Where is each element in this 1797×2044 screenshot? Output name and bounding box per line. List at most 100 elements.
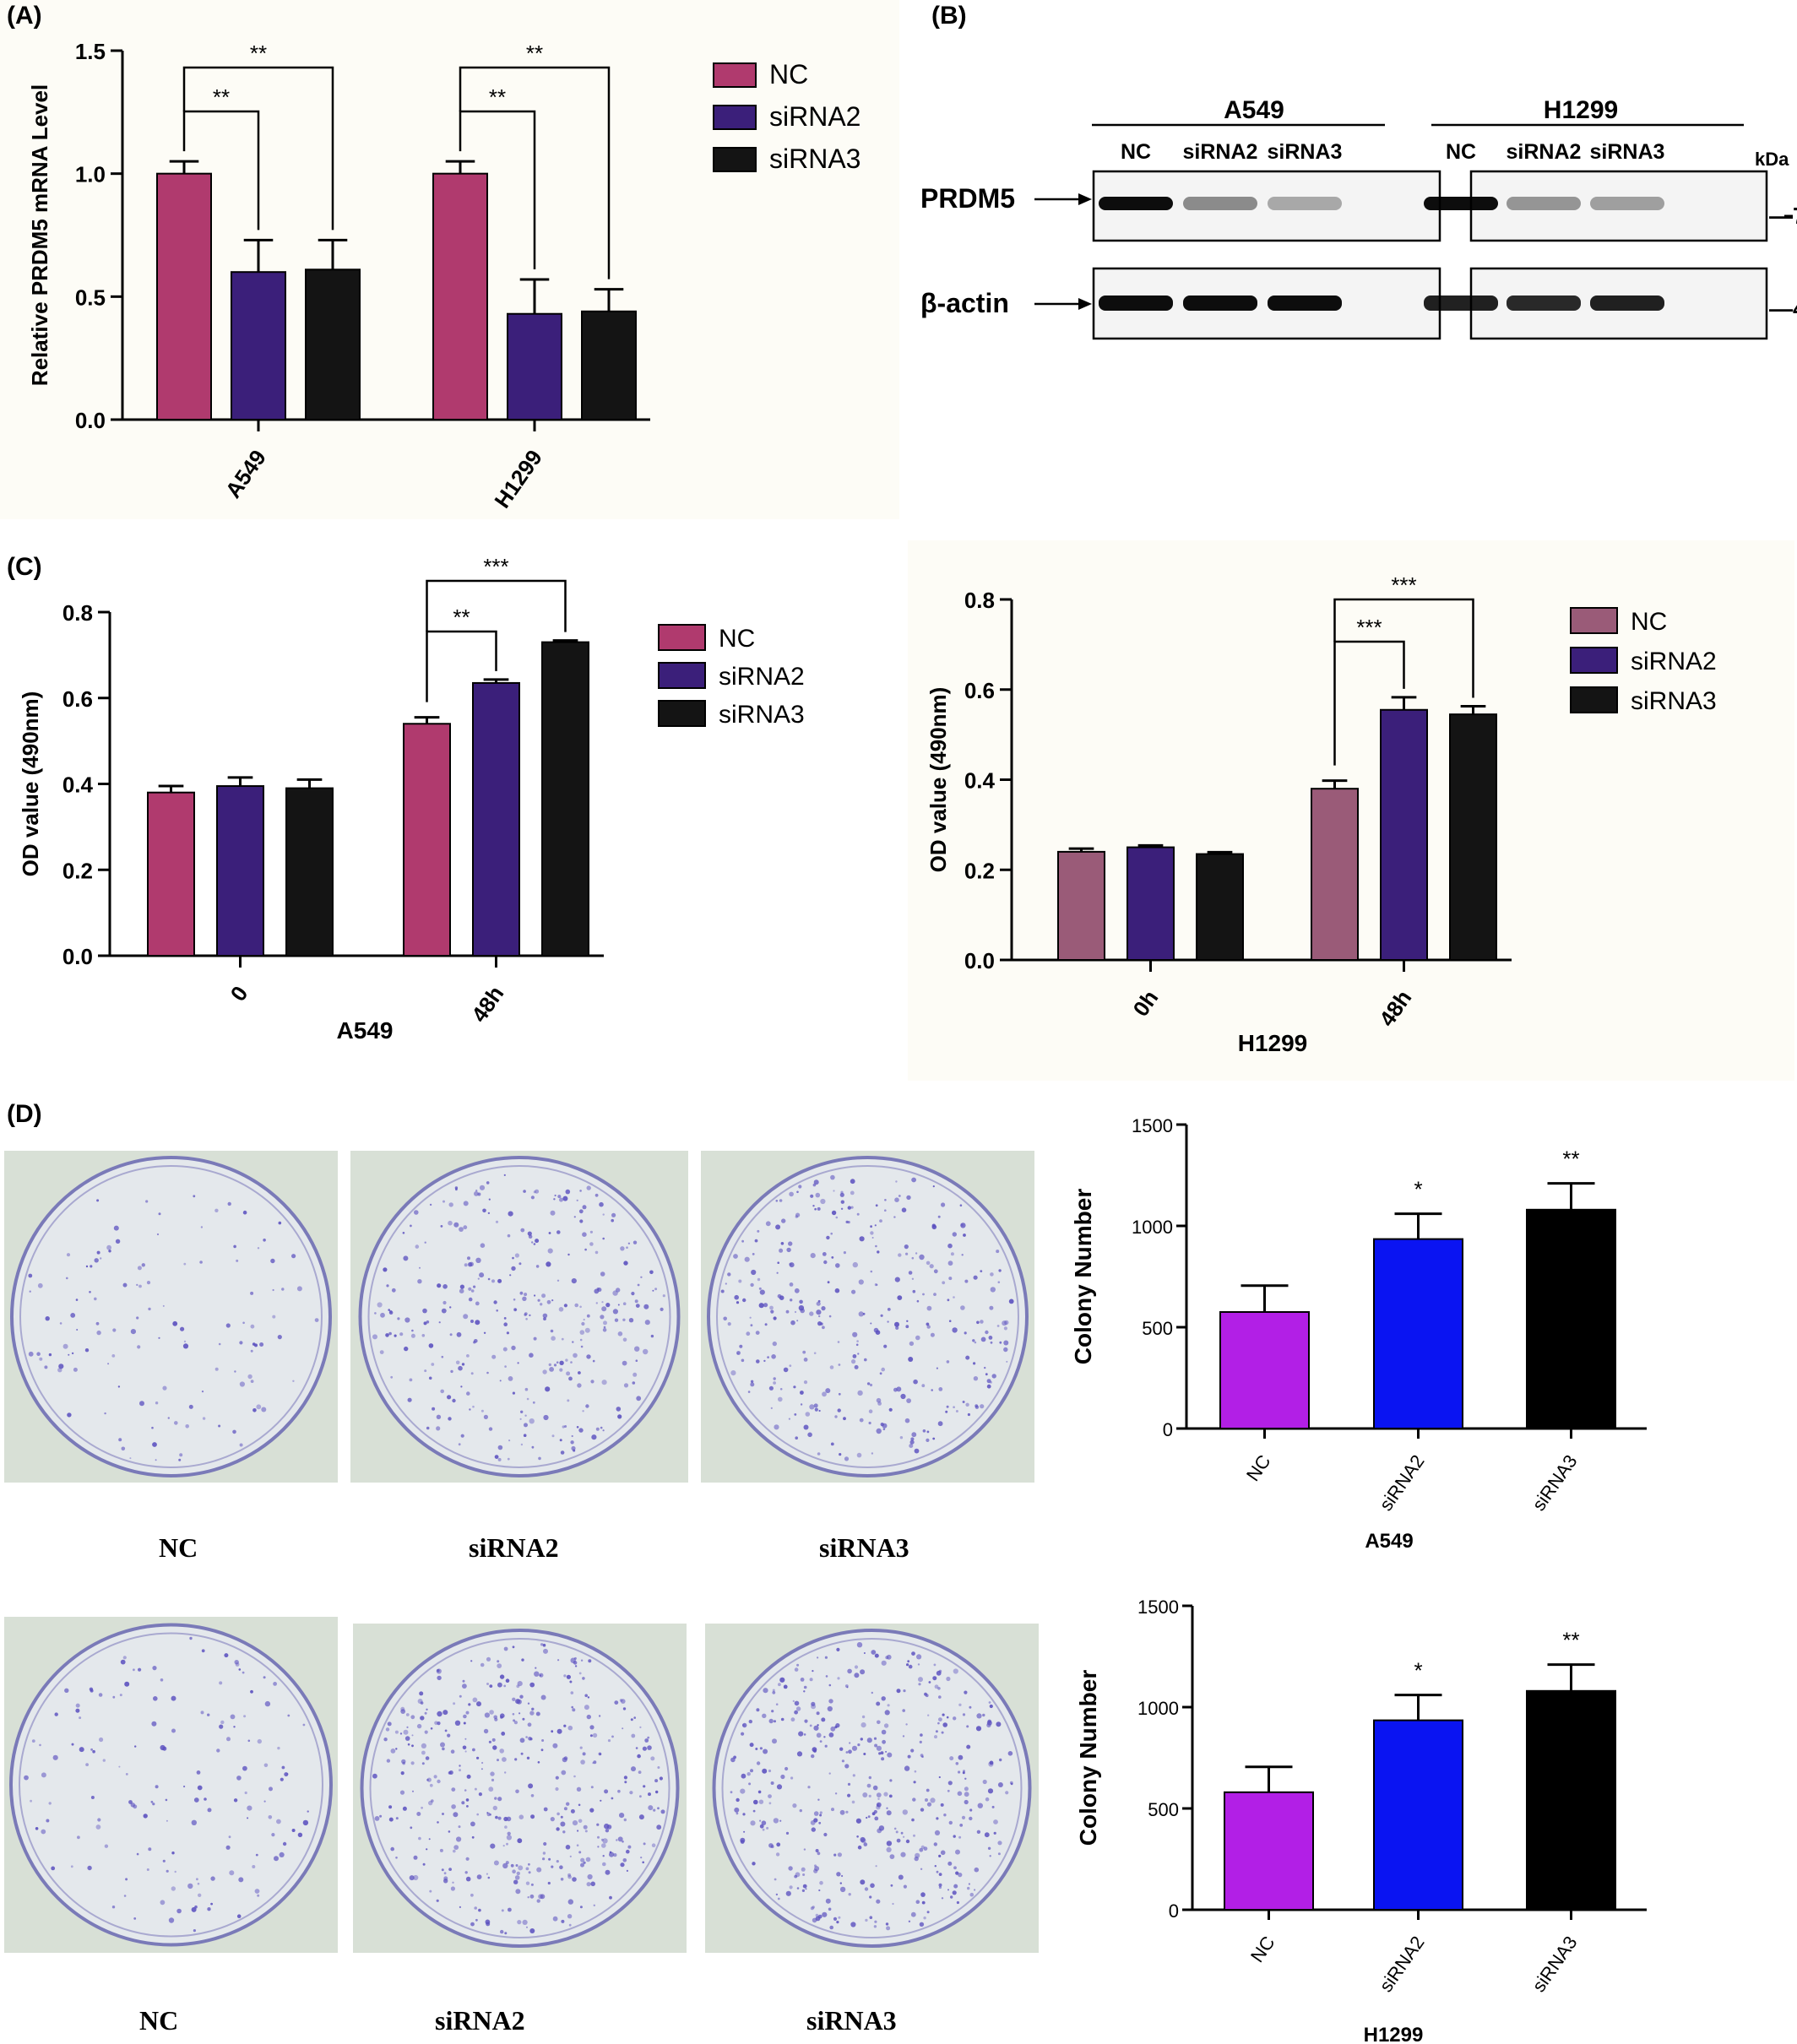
colony — [491, 1738, 496, 1742]
colony — [428, 1838, 431, 1841]
colony — [292, 1380, 295, 1382]
colony — [871, 1691, 874, 1694]
colony — [504, 1365, 507, 1368]
colony — [464, 1871, 468, 1874]
significance-label: *** — [1356, 615, 1382, 640]
colony — [605, 1303, 611, 1308]
colony — [959, 1824, 964, 1827]
colony — [250, 1380, 254, 1383]
colony — [579, 1906, 583, 1909]
colony — [421, 1743, 426, 1749]
colony — [616, 1288, 621, 1293]
colony — [176, 1908, 182, 1914]
colony — [302, 1723, 306, 1727]
colony — [803, 1358, 808, 1362]
colony — [980, 1404, 985, 1409]
colony — [489, 1710, 494, 1715]
y-tick-label: 0.8 — [62, 600, 93, 626]
colony — [533, 1336, 537, 1341]
colony — [466, 1354, 470, 1358]
colony — [415, 1244, 420, 1249]
colony — [755, 1748, 758, 1750]
colony — [967, 1886, 970, 1890]
colony — [918, 1683, 921, 1686]
colony — [758, 1287, 762, 1290]
colony — [819, 1811, 822, 1814]
colony — [464, 1738, 467, 1740]
colony — [207, 1808, 212, 1813]
colony — [852, 1261, 858, 1268]
colony — [642, 1746, 648, 1751]
colony — [580, 1345, 584, 1348]
blot-lane-label: siRNA2 — [1183, 140, 1258, 164]
colony — [794, 1700, 800, 1706]
colony — [254, 1889, 260, 1894]
colony — [576, 1199, 578, 1201]
colony — [876, 1283, 878, 1286]
x-tick-label: H1299 — [489, 445, 547, 512]
colony — [450, 1886, 456, 1891]
colony — [567, 1914, 573, 1919]
colony — [547, 1881, 551, 1885]
colony — [810, 1906, 814, 1911]
colony — [893, 1216, 896, 1218]
colony — [437, 1675, 442, 1681]
colony — [284, 1772, 289, 1777]
colony — [588, 1659, 592, 1663]
colony — [152, 1803, 155, 1806]
colony — [800, 1678, 805, 1682]
colony — [848, 1749, 852, 1754]
colony — [207, 1713, 210, 1716]
colony — [843, 1417, 846, 1421]
colony — [537, 1761, 540, 1764]
colony — [421, 1806, 423, 1809]
colony — [635, 1304, 640, 1308]
colony — [816, 1732, 822, 1738]
colony — [508, 1211, 513, 1217]
colony — [989, 1704, 993, 1709]
colony — [1003, 1347, 1008, 1353]
colony — [504, 1825, 508, 1829]
colony — [529, 1418, 535, 1424]
colony — [839, 1882, 842, 1884]
colony — [773, 1316, 777, 1320]
colony — [768, 1718, 774, 1724]
colony — [180, 1326, 185, 1331]
colony — [478, 1792, 483, 1797]
colony — [837, 1408, 841, 1412]
colony — [563, 1724, 567, 1727]
colony — [94, 1258, 99, 1263]
colony — [883, 1792, 888, 1797]
colony — [475, 1320, 480, 1326]
colony — [777, 1897, 780, 1900]
colony — [813, 1749, 817, 1753]
colony — [898, 1874, 904, 1880]
colony — [420, 1716, 425, 1721]
colony — [936, 1817, 939, 1820]
colony — [456, 1836, 462, 1842]
colony — [856, 1212, 860, 1216]
bar — [507, 312, 562, 420]
colony — [921, 1900, 926, 1905]
colony — [155, 1402, 159, 1405]
colony — [638, 1814, 644, 1820]
colony — [741, 1732, 745, 1736]
colony — [772, 1689, 775, 1692]
colony — [996, 1721, 1002, 1727]
colony — [914, 1448, 920, 1454]
bar — [1196, 853, 1244, 962]
colony — [143, 1814, 148, 1819]
colony — [379, 1350, 384, 1354]
colony — [781, 1218, 786, 1223]
colony — [612, 1309, 619, 1315]
colony — [562, 1830, 566, 1834]
colony — [627, 1242, 631, 1244]
legend-swatch — [713, 147, 757, 172]
colony — [752, 1809, 756, 1813]
colony — [472, 1405, 475, 1408]
colony — [527, 1896, 529, 1899]
colony — [947, 1299, 950, 1302]
colony — [741, 1773, 746, 1779]
colony — [762, 1713, 767, 1718]
